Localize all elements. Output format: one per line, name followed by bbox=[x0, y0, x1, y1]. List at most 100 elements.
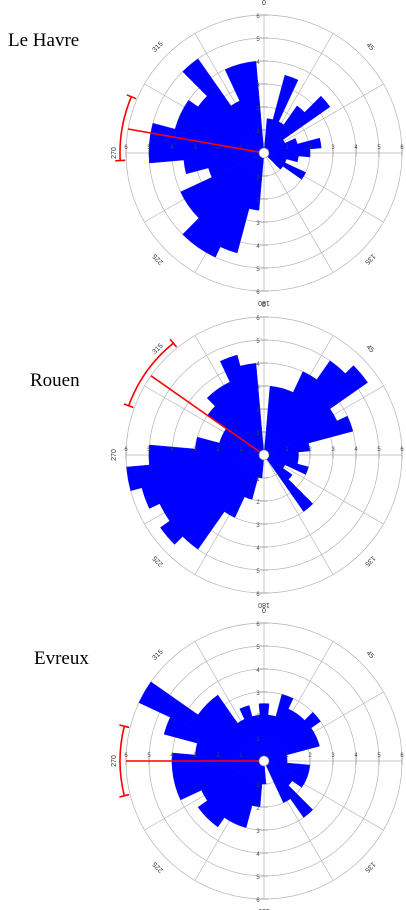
rose-petal bbox=[126, 454, 265, 491]
ring-tick-label: 6 bbox=[400, 753, 404, 759]
rose-petal bbox=[263, 148, 311, 158]
confidence-arc-cap bbox=[126, 94, 137, 100]
ring-tick-label: 3 bbox=[331, 753, 335, 759]
rose-petal bbox=[263, 152, 306, 180]
rose-petal bbox=[251, 714, 265, 762]
angle-label: 315 bbox=[152, 40, 165, 53]
ring-tick-label: 1 bbox=[239, 145, 243, 151]
ring-tick-label: 2 bbox=[256, 408, 260, 414]
ring-tick-label: 5 bbox=[256, 569, 260, 575]
confidence-arc-cap bbox=[115, 159, 126, 162]
rose-centre bbox=[258, 147, 270, 159]
ring-tick-label: 2 bbox=[308, 145, 312, 151]
rose-petal bbox=[263, 365, 368, 456]
rose-petal bbox=[263, 454, 309, 475]
rose-petal bbox=[263, 415, 354, 456]
angle-label: 180 bbox=[258, 907, 270, 910]
rose-petal bbox=[263, 760, 306, 788]
ring-tick-label: 1 bbox=[256, 737, 260, 743]
ring-tick-label: 3 bbox=[193, 145, 197, 151]
angle-label: 270 bbox=[111, 449, 118, 461]
rose-petal bbox=[182, 152, 265, 248]
angle-label: 0 bbox=[262, 0, 266, 7]
ring-tick-label: 6 bbox=[400, 447, 404, 453]
confidence-arc-cap bbox=[169, 338, 178, 348]
rose-chart: 1234561234561234561234560459013518022527… bbox=[111, 0, 404, 306]
ring-tick-label: 4 bbox=[354, 145, 358, 151]
rose-petal bbox=[263, 694, 294, 762]
rose-petal bbox=[148, 444, 265, 466]
ring-tick-label: 1 bbox=[256, 175, 260, 181]
grid-spoke bbox=[263, 454, 334, 575]
rose-petal bbox=[263, 760, 314, 818]
ring-tick-label: 1 bbox=[256, 431, 260, 437]
rose-petal bbox=[239, 705, 265, 762]
ring-tick-label: 5 bbox=[377, 145, 381, 151]
mean-direction-line bbox=[127, 128, 265, 154]
ring-tick-label: 1 bbox=[239, 753, 243, 759]
ring-tick-label: 5 bbox=[147, 145, 151, 151]
ring-tick-label: 6 bbox=[256, 316, 260, 322]
confidence-arc-cap bbox=[123, 403, 134, 409]
ring-tick-label: 2 bbox=[256, 198, 260, 204]
angle-label: 270 bbox=[111, 147, 118, 159]
ring-tick-label: 1 bbox=[285, 753, 289, 759]
ring-tick-label: 1 bbox=[256, 783, 260, 789]
ring-tick-label: 3 bbox=[256, 829, 260, 835]
rose-panel-rouen: 1234561234561234561234560459013518022527… bbox=[0, 302, 406, 608]
rose-petal bbox=[182, 58, 265, 154]
ring-tick-label: 6 bbox=[124, 145, 128, 151]
ring-tick-label: 6 bbox=[124, 753, 128, 759]
angle-label: 225 bbox=[151, 860, 164, 873]
ring-tick-label: 5 bbox=[256, 267, 260, 273]
angle-label: 225 bbox=[151, 252, 164, 265]
ring-tick-label: 3 bbox=[256, 691, 260, 697]
rose-petal bbox=[239, 363, 265, 456]
angle-label: 45 bbox=[365, 650, 376, 661]
ring-tick-label: 6 bbox=[256, 290, 260, 296]
rose-petal bbox=[263, 760, 291, 803]
ring-tick-label: 2 bbox=[256, 106, 260, 112]
rose-petal bbox=[263, 137, 322, 154]
angle-label: 0 bbox=[262, 302, 266, 309]
rose-petal bbox=[263, 95, 331, 154]
ring-tick-label: 2 bbox=[216, 753, 220, 759]
ring-tick-label: 3 bbox=[331, 447, 335, 453]
ring-tick-label: 1 bbox=[256, 477, 260, 483]
angle-label: 135 bbox=[363, 554, 376, 567]
rose-centre bbox=[258, 755, 270, 767]
ring-tick-label: 5 bbox=[256, 339, 260, 345]
rose-petal bbox=[160, 454, 265, 545]
confidence-arc bbox=[119, 726, 126, 796]
ring-tick-label: 4 bbox=[256, 668, 260, 674]
confidence-arc-cap bbox=[119, 724, 130, 729]
ring-tick-label: 4 bbox=[256, 852, 260, 858]
ring-tick-label: 5 bbox=[256, 645, 260, 651]
rose-petal bbox=[197, 760, 265, 819]
chart-title: Le Havre bbox=[8, 30, 80, 51]
angle-label: 0 bbox=[262, 608, 266, 615]
angle-label: 135 bbox=[363, 860, 376, 873]
ring-tick-label: 5 bbox=[256, 875, 260, 881]
ring-tick-label: 6 bbox=[256, 14, 260, 20]
angle-label: 225 bbox=[151, 554, 164, 567]
ring-tick-label: 4 bbox=[170, 753, 174, 759]
ring-tick-label: 3 bbox=[256, 523, 260, 529]
rose-centre bbox=[258, 449, 270, 461]
mean-direction-line bbox=[150, 375, 265, 456]
ring-tick-label: 4 bbox=[256, 546, 260, 552]
ring-tick-label: 2 bbox=[256, 500, 260, 506]
ring-tick-label: 5 bbox=[147, 447, 151, 453]
ring-tick-label: 2 bbox=[308, 753, 312, 759]
ring-tick-label: 3 bbox=[256, 83, 260, 89]
angle-label: 45 bbox=[365, 42, 376, 53]
grid-spoke bbox=[263, 152, 334, 273]
angle-label: 315 bbox=[152, 342, 165, 355]
ring-tick-label: 5 bbox=[147, 753, 151, 759]
ring-tick-label: 1 bbox=[285, 145, 289, 151]
rose-panel-evreux: 1234561234561234561234560459013518022527… bbox=[0, 608, 406, 910]
rose-petal bbox=[258, 703, 270, 762]
ring-tick-label: 1 bbox=[239, 447, 243, 453]
ring-tick-label: 3 bbox=[331, 145, 335, 151]
rose-petal bbox=[180, 99, 265, 154]
